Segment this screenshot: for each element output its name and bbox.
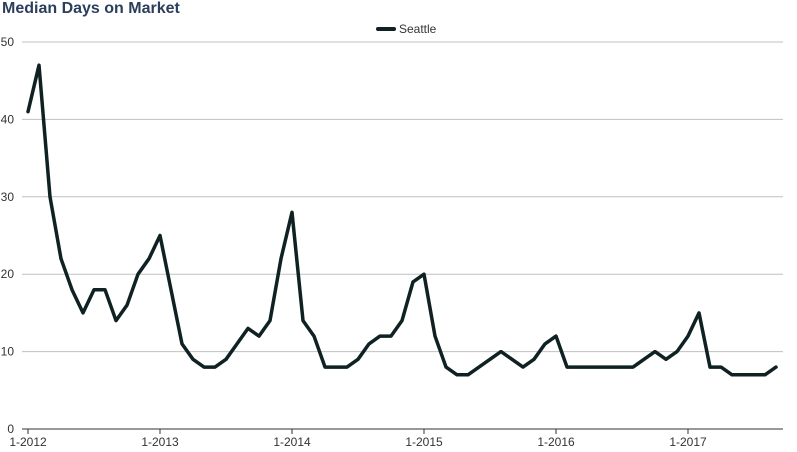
x-tick-label: 1-2015 <box>405 435 443 449</box>
x-tick-label: 1-2016 <box>537 435 575 449</box>
y-tick-label: 50 <box>1 35 15 49</box>
gridlines <box>22 41 783 353</box>
y-tick-label: 0 <box>7 422 14 436</box>
y-tick-label: 40 <box>1 112 15 126</box>
x-tick-label: 1-2014 <box>273 435 311 449</box>
legend: Seattle <box>376 22 437 36</box>
y-tick-label: 20 <box>1 267 15 281</box>
chart-title: Median Days on Market <box>2 0 180 17</box>
y-tick-label: 30 <box>1 190 15 204</box>
legend-label: Seattle <box>399 22 437 36</box>
axes: 0 10 20 30 40 50 1-2012 1-2013 1-2014 1-2015 1-201… <box>1 35 783 449</box>
x-tick-label: 1-2013 <box>141 435 179 449</box>
x-tick-label: 1-2017 <box>669 435 707 449</box>
series-layer <box>26 63 778 377</box>
series-line-seattle <box>26 63 778 377</box>
y-tick-label: 10 <box>1 345 15 359</box>
x-tick-label: 1-2012 <box>9 435 47 449</box>
